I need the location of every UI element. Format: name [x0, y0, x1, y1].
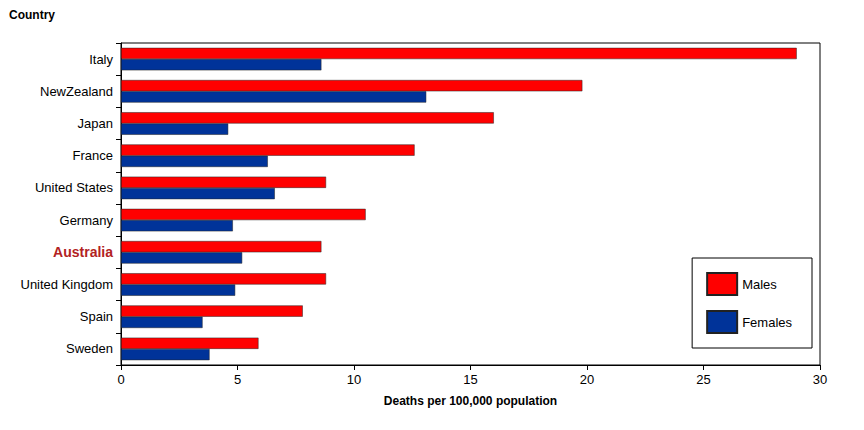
svg-text:15: 15 [463, 372, 477, 387]
svg-text:Males: Males [742, 277, 777, 292]
svg-text:20: 20 [580, 372, 594, 387]
svg-text:France: France [73, 148, 113, 163]
svg-text:10: 10 [347, 372, 361, 387]
svg-text:United States: United States [35, 180, 114, 195]
svg-text:25: 25 [696, 372, 710, 387]
svg-text:Italy: Italy [89, 52, 113, 67]
svg-text:Deaths per 100,000 population: Deaths per 100,000 population [384, 394, 557, 408]
svg-text:5: 5 [234, 372, 241, 387]
svg-text:Females: Females [742, 315, 792, 330]
svg-text:30: 30 [813, 372, 827, 387]
svg-text:Sweden: Sweden [66, 341, 113, 356]
svg-text:Country: Country [9, 8, 55, 22]
svg-text:0: 0 [117, 372, 124, 387]
svg-text:NewZealand: NewZealand [40, 84, 113, 99]
svg-text:Japan: Japan [78, 116, 113, 131]
svg-text:Spain: Spain [80, 309, 113, 324]
svg-text:Australia: Australia [53, 244, 113, 260]
svg-text:Germany: Germany [60, 213, 114, 228]
svg-text:United Kingdom: United Kingdom [21, 277, 114, 292]
